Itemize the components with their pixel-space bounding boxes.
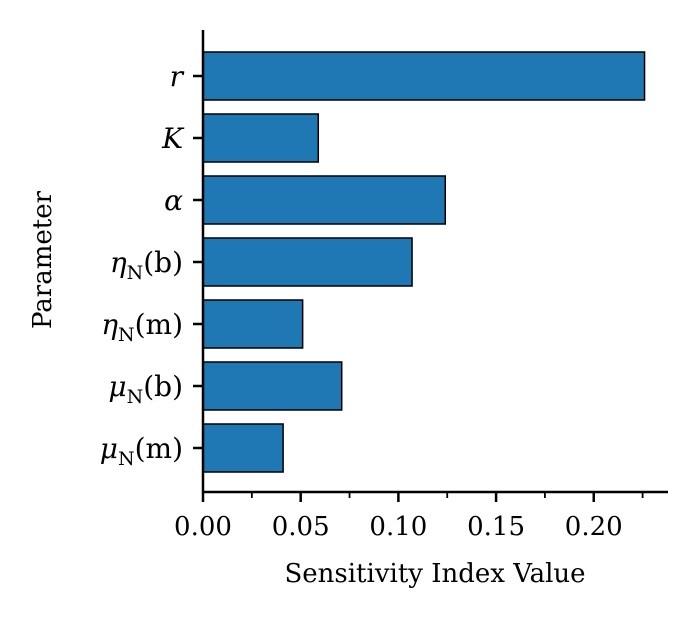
x-tick-label-4: 0.20 bbox=[565, 512, 623, 542]
x-tick-label-3: 0.15 bbox=[467, 512, 525, 542]
x-tick-label-2: 0.10 bbox=[369, 512, 427, 542]
y-tick-label-1: K bbox=[161, 122, 185, 155]
x-tick-label-1: 0.05 bbox=[272, 512, 330, 542]
y-tick-label-2: α bbox=[164, 184, 183, 217]
y-tick-label-4: ηN(m) bbox=[101, 308, 183, 346]
bar-4 bbox=[202, 299, 304, 349]
y-tick-label-3: ηN(b) bbox=[110, 246, 183, 284]
x-axis-title: Sensitivity Index Value bbox=[284, 559, 585, 589]
bar-3 bbox=[202, 237, 413, 287]
y-tick-label-6: μN(m) bbox=[100, 432, 183, 470]
x-axis: 0.00 0.05 0.10 0.15 0.20 bbox=[174, 490, 668, 542]
y-axis-title: Parameter bbox=[28, 190, 58, 329]
y-tick-label-0: r bbox=[170, 60, 185, 93]
bar-5 bbox=[202, 361, 343, 411]
y-axis: rKα ηN(b) ηN(m) μN(b) μN(m) bbox=[100, 30, 205, 493]
bar-2 bbox=[202, 175, 447, 225]
bars-group bbox=[202, 51, 646, 473]
bar-1 bbox=[202, 113, 320, 163]
x-tick-label-0: 0.00 bbox=[174, 512, 232, 542]
y-tick-label-5: μN(b) bbox=[108, 370, 183, 408]
bar-0 bbox=[202, 51, 646, 101]
bar-6 bbox=[202, 423, 284, 473]
